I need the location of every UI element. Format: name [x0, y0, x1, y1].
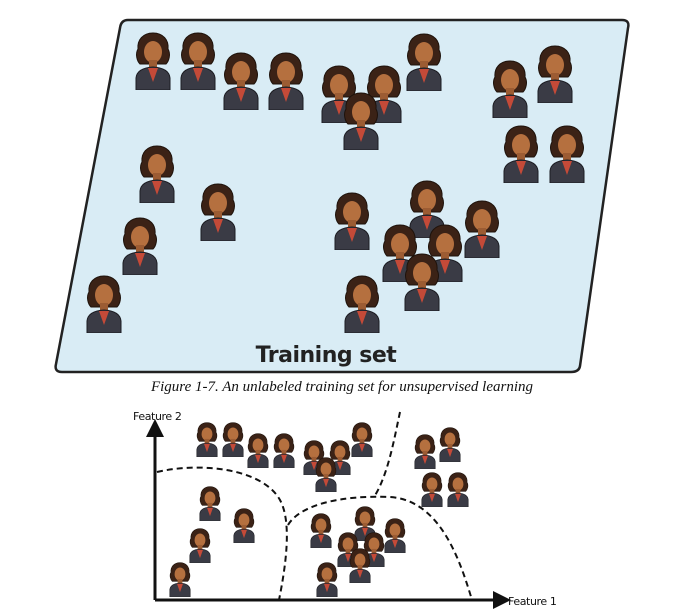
person-icon: [344, 275, 380, 333]
y-axis-label: Feature 2: [133, 410, 181, 423]
person-icon: [200, 183, 236, 241]
person-icon: [439, 427, 461, 462]
person-icon: [196, 422, 218, 457]
person-icon: [180, 32, 216, 90]
cluster-boundary: [156, 466, 288, 601]
person-icon: [122, 217, 158, 275]
panel-label: Training set: [256, 343, 398, 368]
person-icon: [233, 508, 255, 543]
person-icon: [384, 518, 406, 553]
person-icon: [404, 253, 440, 311]
person-icon: [316, 562, 338, 597]
person-icon: [492, 60, 528, 118]
person-icon: [199, 486, 221, 521]
person-icon: [406, 33, 442, 91]
person-icon: [414, 434, 436, 469]
person-icon: [268, 52, 304, 110]
cluster-boundary: [373, 411, 401, 498]
person-icon: [86, 275, 122, 333]
person-icon: [421, 472, 443, 507]
person-icon: [351, 422, 373, 457]
person-icon: [169, 562, 191, 597]
person-icon: [503, 125, 539, 183]
person-icon: [315, 457, 337, 492]
person-icon: [349, 548, 371, 583]
x-axis-label: Feature 1: [508, 595, 556, 608]
person-icon: [334, 192, 370, 250]
person-icon: [537, 45, 573, 103]
person-icon: [310, 513, 332, 548]
person-icon: [343, 92, 379, 150]
person-icon: [464, 200, 500, 258]
person-icon: [247, 433, 269, 468]
person-icon: [273, 433, 295, 468]
person-icon: [447, 472, 469, 507]
cluster-boundary: [287, 495, 473, 601]
person-icon: [135, 32, 171, 90]
person-icon: [549, 125, 585, 183]
person-icon: [189, 528, 211, 563]
person-icon: [223, 52, 259, 110]
person-icon: [139, 145, 175, 203]
figure-caption: Figure 1-7. An unlabeled training set fo…: [150, 379, 534, 395]
person-icon: [222, 422, 244, 457]
